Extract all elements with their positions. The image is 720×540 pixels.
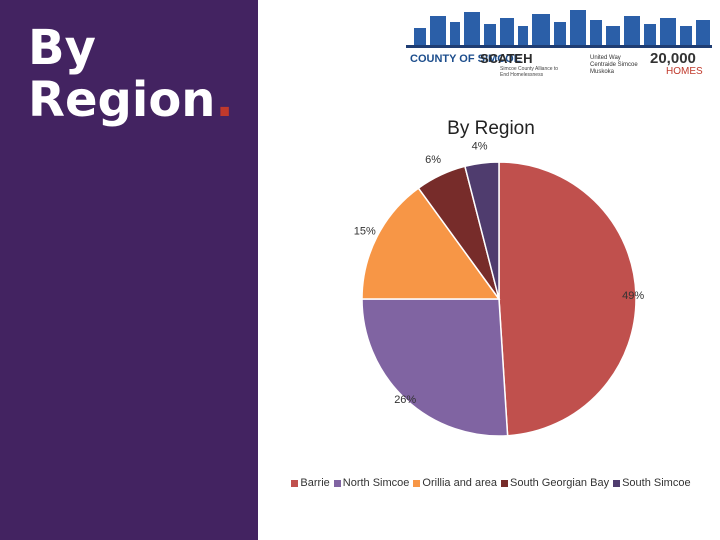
title-dot: . [215, 72, 234, 128]
pie-chart: By Region 49% 26% 15% 6% 4% Barrie North Simc… [262, 100, 720, 540]
pie-label-south-simcoe: 4% [472, 140, 488, 152]
slide-title-line1: By [28, 20, 96, 76]
legend-item-south-georgian-bay: South Georgian Bay [501, 477, 609, 489]
pie-label-north-simcoe: 26% [394, 394, 416, 406]
pie-label-orillia-and-area: 15% [354, 226, 376, 238]
pie-slice-north-simcoe [361, 298, 509, 437]
legend-swatch [413, 479, 421, 487]
legend-item-barrie: Barrie [291, 477, 330, 489]
scateh-tagline: Simcoe County Alliance to End Homelessne… [500, 66, 559, 78]
legend-item-orillia-and-area: Orillia and area [413, 477, 497, 489]
pie-slice-orillia-and-area [361, 187, 501, 300]
pie-slice-barrie [498, 161, 637, 437]
chart-legend: Barrie North Simcoe Orillia and area South … [262, 477, 720, 489]
chart-title: By Region [447, 118, 535, 139]
20000-homes-logo: 20,000 [650, 50, 696, 67]
pie-chart-canvas: 49% 26% 15% 6% 4% [354, 140, 644, 437]
legend-item-south-simcoe: South Simcoe [613, 477, 691, 489]
legend-label: Orillia and area [422, 477, 497, 489]
20000-homes-logo-sub: HOMES [666, 66, 703, 77]
county-of-simcoe-logo: COUNTY OF SIMCOE [410, 53, 522, 65]
legend-item-north-simcoe: North Simcoe [333, 477, 410, 489]
pie-label-south-georgian-bay: 6% [425, 154, 441, 166]
legend-label: Barrie [300, 477, 330, 489]
partner-banner: COUNTY OF SIMCOE SCATEH Simcoe County Al… [400, 6, 718, 86]
slide-title-line2: Region. [28, 74, 234, 126]
slide-title: By Region. [28, 22, 234, 126]
united-way-logo: United Way Centraide Simcoe Muskoka [590, 55, 638, 75]
legend-swatch [291, 479, 299, 487]
pie-slice-south-simcoe [464, 161, 500, 300]
legend-label: North Simcoe [342, 477, 410, 489]
slide-title-word: Region [28, 72, 216, 128]
scateh-logo: SCATEH [480, 51, 533, 66]
city-skyline-graphic [406, 10, 712, 48]
legend-label: South Simcoe [622, 477, 691, 489]
legend-swatch [333, 479, 341, 487]
sidebar-panel [0, 0, 258, 540]
pie-label-barrie: 49% [622, 290, 644, 302]
legend-label: South Georgian Bay [510, 477, 610, 489]
legend-swatch [501, 479, 508, 487]
legend-swatch [613, 479, 621, 487]
